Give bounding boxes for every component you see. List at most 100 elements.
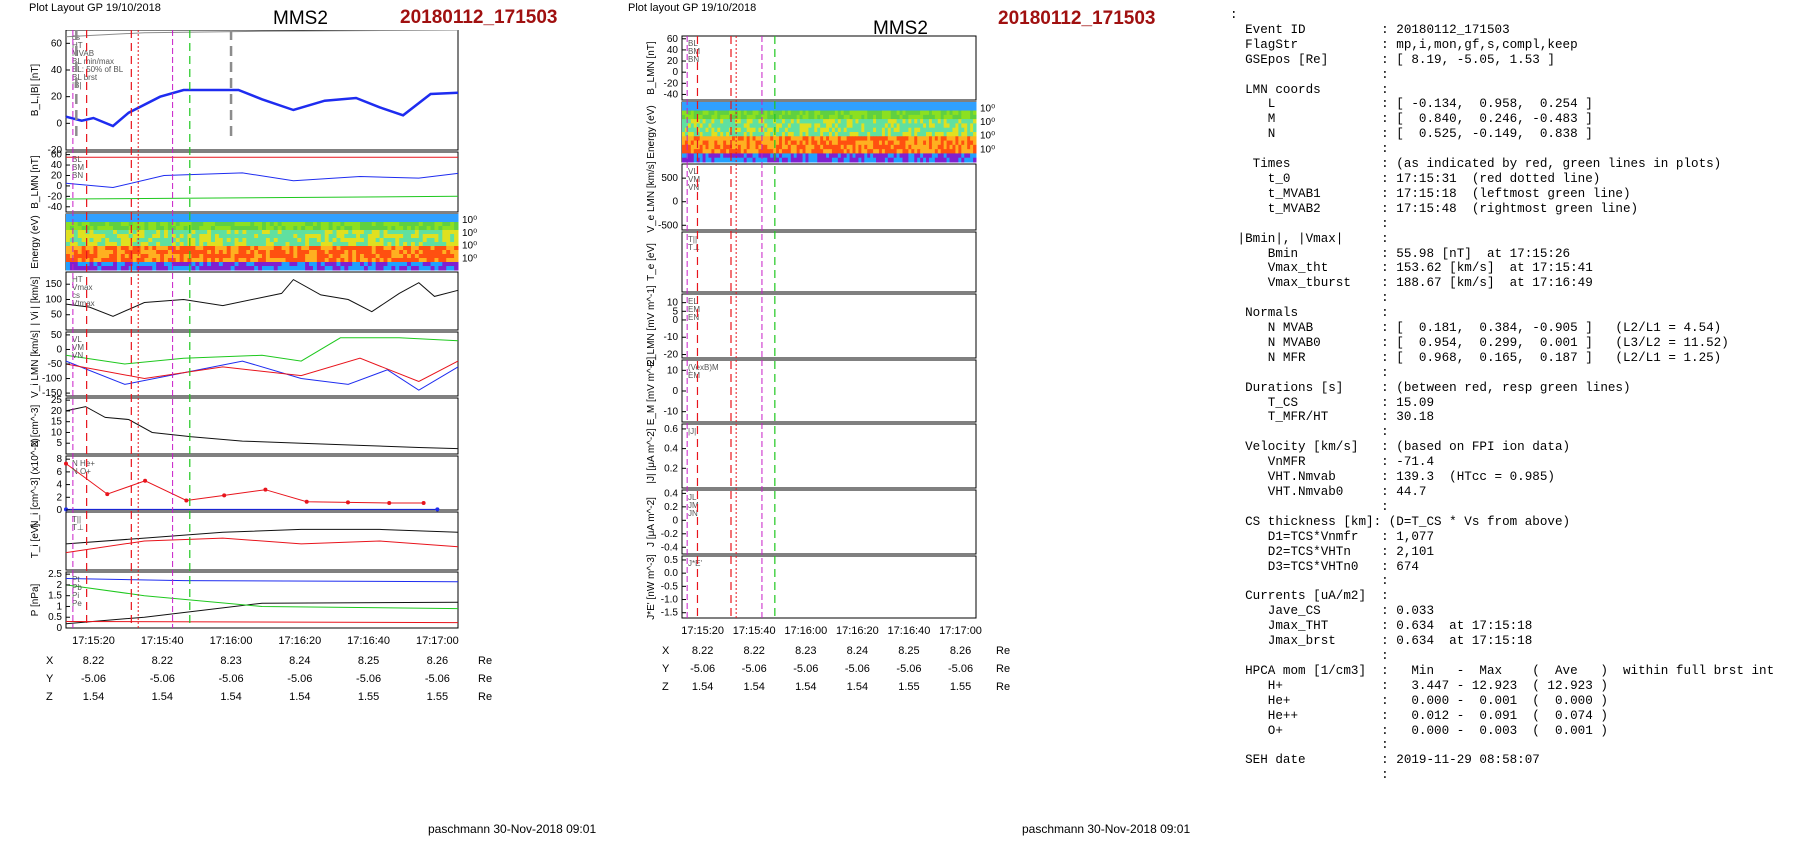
ytick-label: -1.5 bbox=[661, 608, 679, 619]
spectrogram-cell bbox=[911, 110, 915, 116]
spectrogram-cell bbox=[140, 258, 145, 263]
spectrogram-cell bbox=[352, 254, 357, 259]
spectrogram-cell bbox=[446, 226, 451, 231]
spectrogram-cell bbox=[348, 238, 353, 243]
spectrogram-cell bbox=[179, 266, 185, 271]
spectrogram-cell bbox=[191, 250, 196, 255]
spectrogram-cell bbox=[837, 153, 842, 159]
spectrogram-cell bbox=[175, 222, 181, 227]
spectrogram-cell bbox=[218, 230, 224, 235]
spectrogram-cell bbox=[258, 238, 263, 243]
spectrogram-cell bbox=[179, 218, 185, 223]
spectrogram-cell bbox=[790, 127, 795, 133]
spectrogram-cell bbox=[723, 110, 727, 116]
spectrogram-cell bbox=[896, 149, 901, 154]
spectrogram-cell bbox=[682, 123, 686, 129]
spectrogram-cell bbox=[946, 102, 951, 107]
spectrogram-cell bbox=[211, 250, 216, 255]
spectrogram-cell bbox=[826, 157, 830, 163]
spectrogram-cell bbox=[375, 266, 381, 271]
spectrogram-cell bbox=[687, 144, 692, 150]
spectrogram-cell bbox=[179, 258, 185, 263]
spectrogram-cell bbox=[454, 214, 459, 219]
spectrogram-cell bbox=[826, 119, 830, 124]
info-line: : bbox=[1230, 738, 1389, 753]
spectrogram-cell bbox=[81, 242, 87, 247]
spectrogram-cell bbox=[931, 127, 936, 133]
spectrogram-cell bbox=[328, 226, 334, 231]
coord-value: 1.54 bbox=[289, 691, 310, 703]
spectrogram-cell bbox=[699, 153, 704, 159]
spectrogram-cell bbox=[946, 132, 951, 137]
info-line: O+ : 0.000 - 0.003 ( 0.001 ) bbox=[1230, 723, 1608, 738]
spectrogram-cell bbox=[931, 157, 936, 163]
spectrogram-cell bbox=[902, 149, 906, 154]
spectrogram-cell bbox=[446, 222, 451, 227]
spectrogram-cell bbox=[356, 242, 361, 247]
spectrogram-cell bbox=[781, 110, 786, 116]
spectrogram-cell bbox=[289, 250, 294, 255]
spectrogram-cell bbox=[293, 262, 298, 267]
spectrogram-cell bbox=[312, 230, 318, 235]
ytick-label: 0.2 bbox=[664, 463, 678, 474]
spectrogram-cell bbox=[926, 110, 930, 116]
spectrogram-cell bbox=[881, 119, 886, 124]
spectrogram-cell bbox=[696, 110, 701, 116]
info-line: Event ID : 20180112_171503 bbox=[1230, 22, 1510, 37]
spectrogram-cell bbox=[262, 218, 267, 223]
spectrogram-cell bbox=[301, 254, 306, 259]
spectrogram-cell bbox=[116, 214, 122, 219]
spectrogram-cell bbox=[896, 153, 901, 159]
spectrogram-cell bbox=[234, 218, 239, 223]
spectrogram-cell bbox=[418, 234, 424, 239]
spectrogram-cell bbox=[826, 127, 830, 133]
spectrogram-cell bbox=[418, 238, 424, 243]
spectrogram-cell bbox=[136, 254, 141, 259]
spectrogram-cell bbox=[687, 157, 692, 163]
spectrogram-cell bbox=[867, 140, 871, 146]
spectrogram-cell bbox=[105, 238, 110, 243]
spectrogram-cell bbox=[293, 238, 298, 243]
legend-entry: VN bbox=[688, 183, 699, 192]
spectrogram-cell bbox=[383, 222, 388, 227]
spectrogram-cell bbox=[324, 246, 330, 251]
spectrogram-cell bbox=[911, 123, 915, 129]
spectrogram-cell bbox=[348, 222, 353, 227]
spectrogram-cell bbox=[203, 230, 208, 235]
spectrogram-cell bbox=[328, 254, 334, 259]
spectrogram-cell bbox=[171, 218, 177, 223]
spectrogram-cell bbox=[175, 226, 181, 231]
spectrogram-cell bbox=[426, 238, 432, 243]
spectrogram-cell bbox=[693, 127, 698, 133]
spectrogram-cell bbox=[375, 222, 381, 227]
spectrogram-cell bbox=[450, 214, 455, 219]
spectrogram-cell bbox=[97, 254, 102, 259]
legend-entry: JN bbox=[688, 509, 698, 518]
spectrogram-cell bbox=[893, 110, 898, 116]
spectrogram-cell bbox=[749, 114, 754, 120]
spectrogram-cell bbox=[301, 234, 306, 239]
spectrogram-cell bbox=[164, 230, 169, 235]
spectrogram-cell bbox=[811, 110, 815, 116]
spectrogram-cell bbox=[391, 246, 396, 251]
spectrogram-cell bbox=[77, 218, 83, 223]
spectrogram-cell bbox=[124, 266, 130, 271]
spectrogram-cell bbox=[328, 250, 334, 255]
spectrogram-cell bbox=[246, 258, 251, 263]
spectrogram-cell bbox=[109, 266, 114, 271]
spectrogram-cell bbox=[890, 119, 895, 124]
spectrogram-cell bbox=[273, 222, 279, 227]
spectrogram-cell bbox=[348, 226, 353, 231]
spectrogram-cell bbox=[908, 123, 912, 129]
spectrogram-cell bbox=[348, 266, 353, 271]
spectrogram-cell bbox=[920, 127, 924, 133]
spectrogram-cell bbox=[101, 234, 106, 239]
spectrogram-cell bbox=[140, 218, 145, 223]
spectrogram-cell bbox=[73, 246, 79, 251]
spectrogram-cell bbox=[928, 157, 933, 163]
spectrogram-cell bbox=[711, 127, 715, 133]
spectrogram-cell bbox=[961, 127, 965, 133]
spectrogram-cell bbox=[802, 144, 806, 150]
spectrogram-cell bbox=[422, 254, 428, 259]
spectrogram-cell bbox=[896, 123, 901, 129]
